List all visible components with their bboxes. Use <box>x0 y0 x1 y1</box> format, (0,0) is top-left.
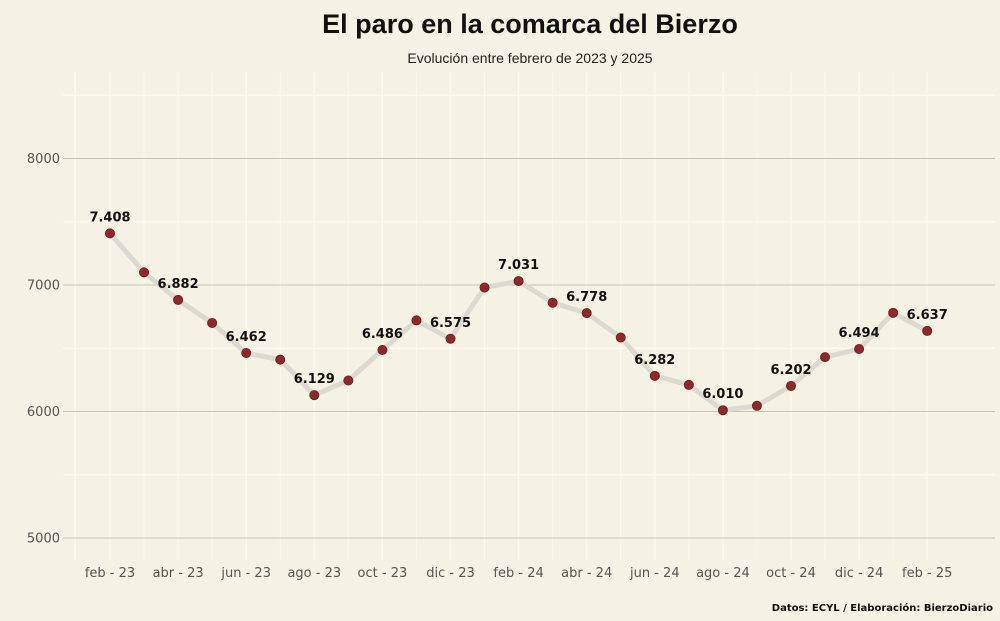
data-label: 6.282 <box>634 353 675 368</box>
data-point <box>173 294 184 305</box>
x-tick-label: oct - 23 <box>358 566 408 581</box>
x-tick-label: feb - 25 <box>902 566 952 581</box>
data-point <box>479 282 490 293</box>
data-point <box>309 390 320 401</box>
data-label: 7.408 <box>89 210 130 225</box>
data-point <box>649 370 660 381</box>
data-point <box>615 332 626 343</box>
data-point <box>820 352 831 363</box>
series <box>105 228 933 416</box>
data-point <box>786 380 797 391</box>
x-tick-label: jun - 23 <box>220 566 271 581</box>
x-tick-label: feb - 23 <box>85 566 135 581</box>
data-label: 6.202 <box>770 363 811 378</box>
data-point <box>854 344 865 355</box>
x-tick-label: dic - 23 <box>426 566 475 581</box>
data-point <box>241 348 252 359</box>
chart-subtitle: Evolución entre febrero de 2023 y 2025 <box>407 50 652 66</box>
data-point <box>275 354 286 365</box>
data-point <box>581 308 592 319</box>
data-point <box>139 267 150 278</box>
data-point <box>922 325 933 336</box>
data-label: 6.129 <box>294 372 335 387</box>
y-tick-label: 8000 <box>27 152 60 167</box>
data-point <box>751 400 762 411</box>
x-tick-label: ago - 23 <box>287 566 341 581</box>
data-point <box>513 276 524 287</box>
data-point <box>717 405 728 416</box>
data-label: 6.494 <box>839 326 880 341</box>
x-tick-label: abr - 23 <box>153 566 204 581</box>
y-tick-label: 6000 <box>27 405 60 420</box>
y-tick-label: 5000 <box>27 532 60 547</box>
data-point <box>683 379 694 390</box>
x-tick-label: ago - 24 <box>696 566 750 581</box>
chart-caption: Datos: ECYL / Elaboración: BierzoDiario <box>772 602 993 614</box>
chart-title: El paro en la comarca del Bierzo <box>322 9 738 39</box>
x-tick-label: dic - 24 <box>835 566 884 581</box>
data-point <box>547 297 558 308</box>
data-label: 6.637 <box>907 308 948 323</box>
data-label: 7.031 <box>498 258 539 273</box>
data-point <box>411 315 422 326</box>
y-tick-label: 7000 <box>27 279 60 294</box>
data-point <box>207 317 218 328</box>
data-label: 6.010 <box>702 387 743 402</box>
data-point <box>377 345 388 356</box>
x-tick-label: feb - 24 <box>493 566 543 581</box>
axes: 5000 6000 7000 8000 feb - 23 abr - 23 jun - 23… <box>27 152 952 581</box>
data-point <box>105 228 116 239</box>
data-labels: 7.408 6.882 6.462 6.129 6.486 6.575 7.031 6.778… <box>89 210 947 402</box>
x-tick-label: oct - 24 <box>766 566 816 581</box>
data-label: 6.882 <box>158 277 199 292</box>
data-point <box>888 307 899 318</box>
x-tick-label: jun - 24 <box>629 566 680 581</box>
data-label: 6.778 <box>566 290 607 305</box>
data-label: 6.486 <box>362 327 403 342</box>
data-label: 6.462 <box>226 330 267 345</box>
data-label: 6.575 <box>430 316 471 331</box>
x-tick-label: abr - 24 <box>561 566 612 581</box>
data-point <box>343 375 354 386</box>
data-point <box>445 333 456 344</box>
